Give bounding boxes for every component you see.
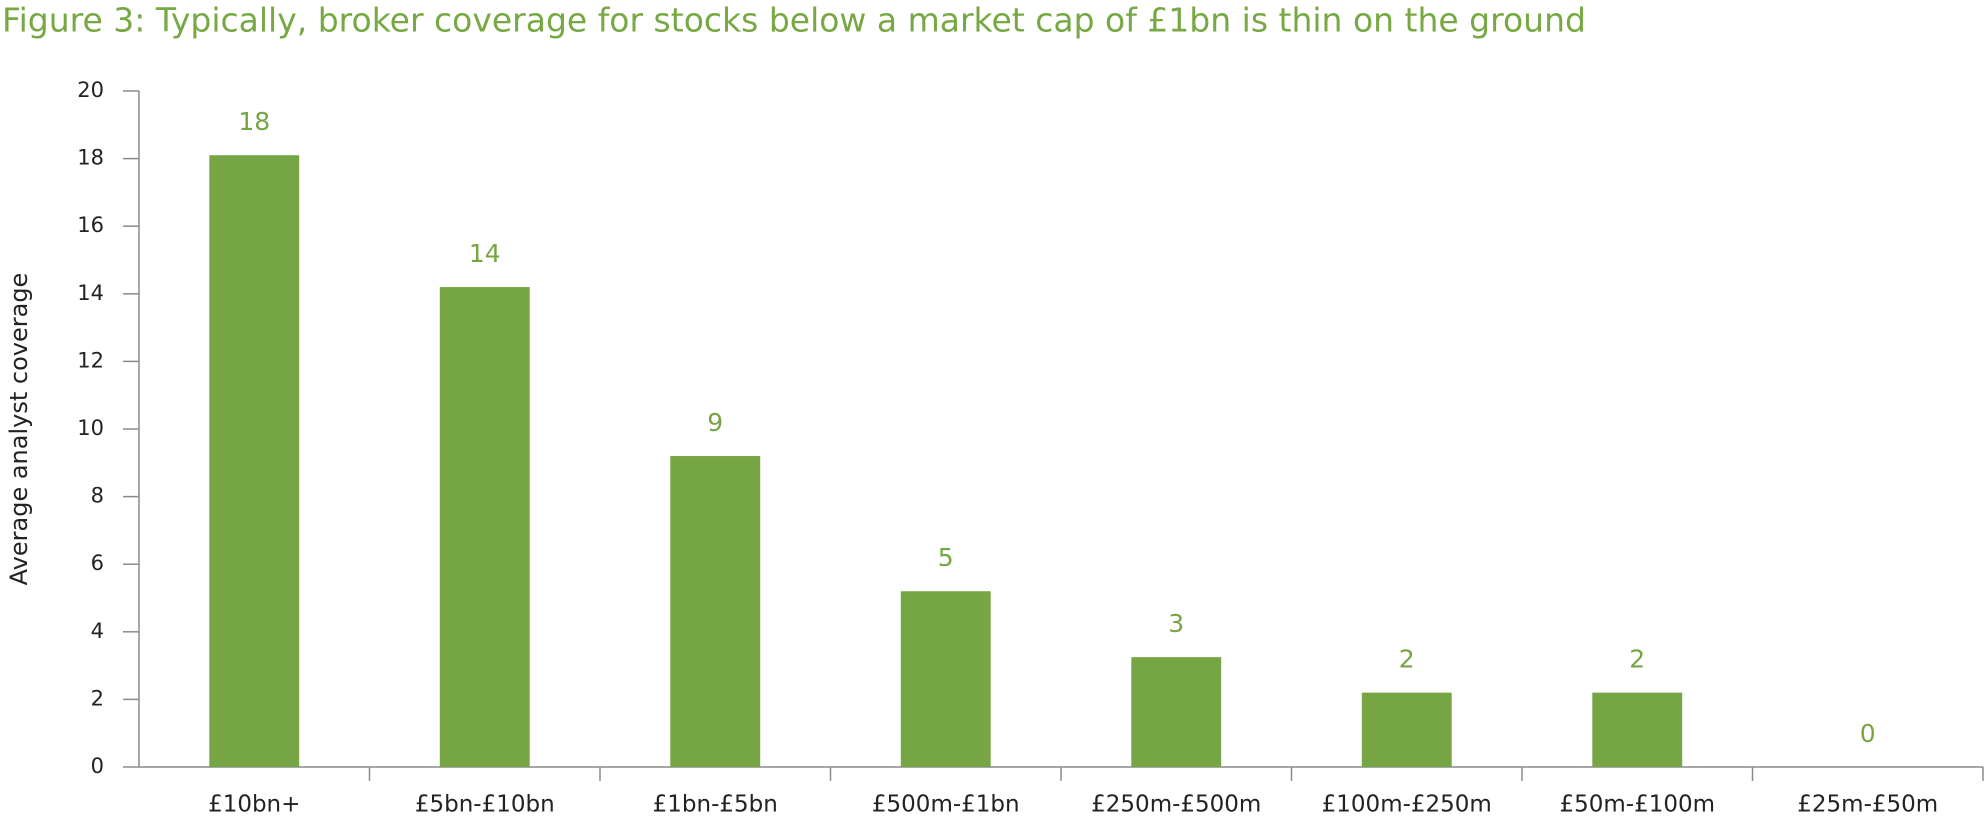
x-tick-label: £500m-£1bn: [872, 792, 1020, 818]
x-tick-label: £25m-£50m: [1797, 792, 1938, 818]
bar: [1361, 692, 1452, 767]
bar: [439, 287, 530, 767]
x-tick-label: £5bn-£10bn: [415, 792, 555, 818]
data-label: 2: [1629, 645, 1645, 674]
y-tick-label: 16: [77, 213, 104, 237]
bar: [1592, 692, 1683, 767]
y-tick-label: 18: [77, 146, 104, 170]
y-tick-label: 2: [91, 686, 104, 710]
bar: [900, 591, 991, 767]
data-label: 0: [1860, 719, 1876, 748]
y-tick-label: 4: [91, 619, 104, 643]
x-tick-label: £1bn-£5bn: [653, 792, 778, 818]
chart-title: Figure 3: Typically, broker coverage for…: [2, 1, 1586, 40]
y-tick-label: 6: [91, 551, 104, 575]
data-label: 5: [938, 543, 954, 572]
x-tick-label: £100m-£250m: [1322, 792, 1492, 818]
y-tick-label: 20: [77, 78, 104, 102]
x-tick-label: £50m-£100m: [1559, 792, 1715, 818]
y-tick-label: 14: [77, 281, 104, 305]
y-axis-title: Average analyst coverage: [5, 273, 33, 586]
x-tick-label: £250m-£500m: [1091, 792, 1261, 818]
data-label: 18: [238, 107, 270, 136]
data-label: 2: [1399, 645, 1415, 674]
x-tick-label: £10bn+: [208, 792, 300, 818]
bar: [670, 456, 761, 767]
y-tick-label: 8: [91, 484, 104, 508]
data-label: 14: [469, 239, 501, 268]
data-label: 3: [1168, 609, 1184, 638]
bar: [209, 155, 300, 768]
y-tick-label: 10: [77, 416, 104, 440]
bar: [1131, 657, 1222, 767]
y-tick-label: 12: [77, 348, 104, 372]
data-label: 9: [707, 408, 723, 437]
y-tick-label: 0: [91, 754, 104, 778]
